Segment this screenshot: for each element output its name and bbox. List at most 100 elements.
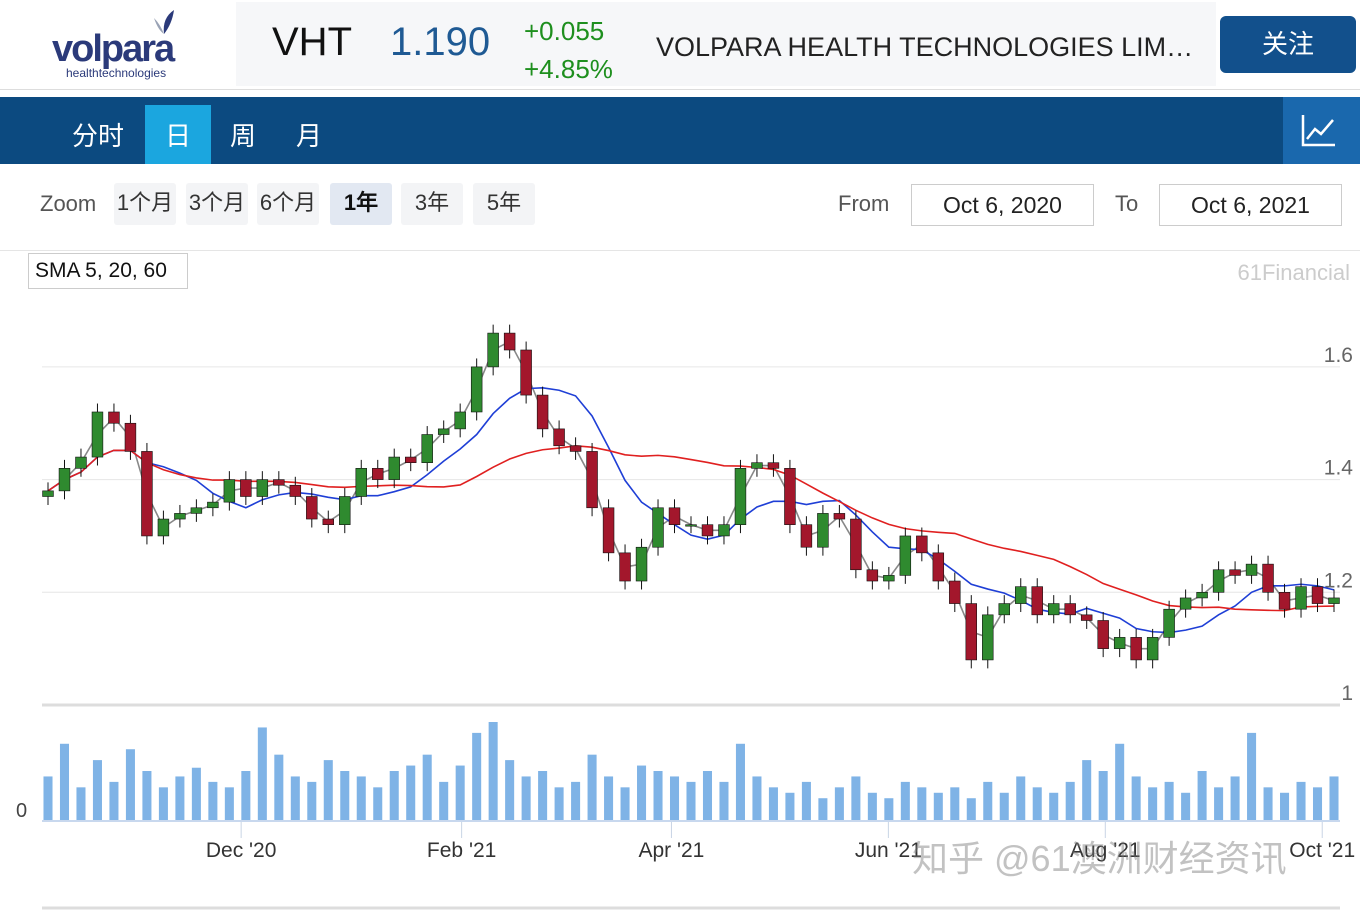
candle-body [784,468,796,525]
volume-bar [505,760,515,820]
sma20-line [47,387,1335,634]
candle-body [619,552,631,582]
line-chart-icon [1301,115,1335,147]
volume-bar [1263,787,1273,820]
candle-body [520,349,532,396]
candle-body [1311,586,1324,604]
candle-body [1130,637,1142,661]
ticker-symbol: VHT [272,20,352,64]
volpara-logo: volpara healthtechnologies [2,2,234,86]
candle-body [1179,597,1192,610]
volume-bar [900,781,910,820]
x-tick-label: Aug '21 [1070,839,1141,862]
candle-body [1015,586,1027,604]
y-tick-label: 1.4 [1324,457,1354,480]
candle-body [141,451,153,537]
volume-bar [488,722,498,820]
volume-bar [702,771,713,820]
zoom-5y-button[interactable]: 5年 [473,183,535,225]
volume-bar [554,787,564,820]
candle-body [1295,586,1307,610]
zoom-6m-button[interactable]: 6个月 [257,183,319,225]
volume-bar [142,771,152,820]
candle-body [355,468,367,497]
candle-body [1113,637,1126,649]
volume-bar [257,727,267,820]
zoom-3y-button[interactable]: 3年 [401,183,463,225]
volume-bar [1329,776,1339,820]
volume-bar [439,781,449,820]
candle-body [437,428,450,435]
x-tick-label: Oct '21 [1289,839,1355,862]
volume-bar [274,754,284,820]
candle-body [42,490,54,497]
to-date-input[interactable]: Oct 6, 2021 [1159,184,1342,226]
zoom-1m-button[interactable]: 1个月 [114,183,176,225]
volume-bar [686,781,696,820]
candle-body [718,524,730,537]
tab-monthly[interactable]: 月 [295,121,322,151]
volume-bar [818,798,828,820]
volume-bar [191,767,201,820]
candle-body [124,422,137,452]
candle-body [91,411,104,458]
volume-bar [884,798,894,820]
last-price: 1.190 [390,20,491,64]
x-tick-label: Apr '21 [638,839,704,862]
candle-body [470,366,483,413]
chart-type-button[interactable] [1283,97,1360,164]
candle-body [1229,569,1241,576]
volume-bar [356,776,366,820]
volume-bar [472,732,482,820]
volume-bar [768,787,778,820]
candle-body [1328,597,1340,604]
sma5-line [47,340,1335,650]
candle-body [322,518,335,525]
candle-body [1146,637,1159,661]
candle-body [256,479,269,497]
volume-bar [571,781,581,820]
volume-bar [389,771,399,820]
volume-bar [208,781,218,820]
candle-body [553,428,565,447]
zoom-3m-button[interactable]: 3个月 [186,183,248,225]
to-label: To [1115,191,1139,216]
volume-bar [175,776,185,820]
candle-body [751,462,763,469]
volume-bar [323,760,333,820]
from-date-input[interactable]: Oct 6, 2020 [911,184,1094,226]
volume-bar [1131,776,1141,820]
candle-body [404,456,417,463]
candle-body [388,456,400,480]
candle-body [883,575,895,582]
zoom-label: Zoom [40,191,97,216]
volume-bar [1164,781,1174,820]
volume-bar [92,760,102,820]
y-tick-label: 1 [1341,682,1353,705]
candle-body [652,507,664,548]
tab-intraday[interactable]: 分时 [71,121,124,151]
zoom-1y-button[interactable]: 1年 [330,183,392,225]
candle-body [536,394,549,430]
volume-bar [538,771,548,820]
follow-button[interactable]: 关注 [1220,16,1356,73]
candle-body [421,434,433,463]
candle-body [339,496,351,525]
price-change: +0.055 +4.85% [524,12,613,88]
volume-bar [158,787,168,820]
volume-bar [999,792,1009,820]
divider [0,250,1360,251]
volume-bar [1214,787,1224,820]
tab-weekly[interactable]: 周 [229,121,256,151]
candle-body [800,524,813,548]
tab-daily[interactable]: 日 [145,105,211,164]
volume-bar [834,787,844,820]
candle-body [850,518,862,571]
candle-body [932,552,945,582]
candle-body [685,524,697,527]
volume-bar [735,743,745,820]
volume-bar [1247,732,1257,820]
volume-bar [801,781,811,820]
indicator-legend[interactable]: SMA 5, 20, 60 [28,253,188,289]
candle-body [916,535,928,554]
